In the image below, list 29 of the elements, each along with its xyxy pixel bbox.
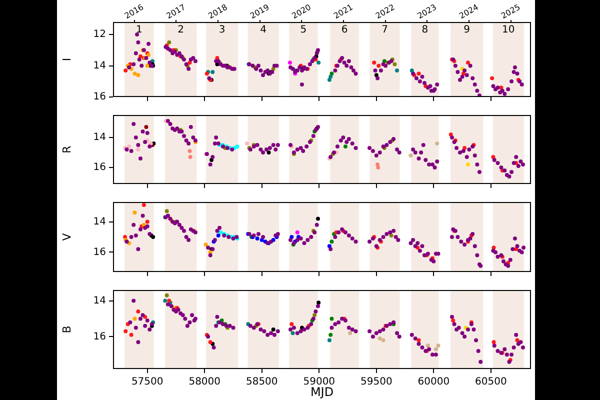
- y-tick-label: 14: [93, 216, 106, 228]
- band-label: 7: [382, 24, 388, 36]
- y-tick-label: 16: [93, 331, 106, 342]
- y-tick-label: 16: [93, 92, 106, 103]
- y-axis-title: V: [60, 232, 74, 241]
- y-tick-label: 14: [93, 60, 106, 72]
- band-label: 10: [502, 24, 515, 36]
- x-tick-label: 60000: [418, 376, 450, 388]
- x-tick-label: 58500: [246, 376, 278, 388]
- band-label: 8: [422, 24, 428, 36]
- y-tick-label: 14: [93, 295, 106, 306]
- y-tick-label: 16: [93, 246, 106, 258]
- x-tick-label: 60500: [475, 376, 507, 388]
- band-label: 9: [464, 24, 470, 36]
- band-label: 1: [136, 24, 142, 36]
- y-tick-label: 12: [93, 29, 106, 40]
- band-label: 4: [260, 24, 267, 36]
- band-label: 2: [178, 24, 184, 36]
- y-axis-title: B: [60, 326, 74, 334]
- y-axis-title: R: [60, 145, 74, 154]
- y-tick-label: 16: [93, 162, 106, 174]
- y-tick-label: 14: [93, 132, 106, 144]
- x-tick-label: 59500: [360, 376, 392, 388]
- x-tick-label: 57500: [131, 376, 164, 388]
- y-axis-title: I: [60, 58, 74, 62]
- band-label: 3: [218, 24, 226, 36]
- band-label: 6: [341, 24, 348, 36]
- x-tick-label: 58000: [188, 376, 221, 388]
- band-label: 5: [300, 24, 307, 36]
